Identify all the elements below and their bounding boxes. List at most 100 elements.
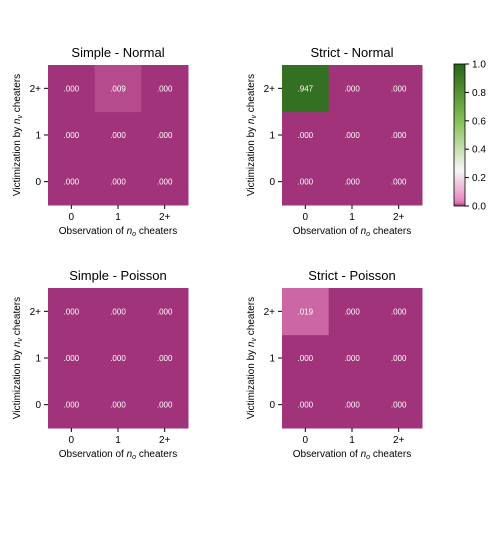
heatmap-cell bbox=[282, 111, 330, 159]
y-tick-label: 1 bbox=[269, 354, 275, 365]
heatmap-cell bbox=[94, 288, 142, 336]
cell-value-label: .947 bbox=[298, 84, 314, 93]
panel-title: Strict - Poisson bbox=[308, 268, 395, 283]
heatmap-cell bbox=[48, 381, 96, 429]
heatmap-cell bbox=[141, 158, 189, 206]
panel-title: Strict - Normal bbox=[310, 45, 393, 60]
heatmap-cell bbox=[141, 381, 189, 429]
heatmap-cell bbox=[94, 334, 142, 382]
x-tick-label: 1 bbox=[115, 212, 121, 223]
x-tick-label: 1 bbox=[115, 435, 121, 446]
x-axis-label: Observation of no cheaters bbox=[293, 449, 411, 461]
cell-value-label: .019 bbox=[298, 307, 314, 316]
x-tick-label: 0 bbox=[303, 212, 309, 223]
y-tick-label: 0 bbox=[35, 400, 41, 411]
cell-value-label: .000 bbox=[110, 401, 126, 410]
heatmap-cell bbox=[282, 65, 330, 113]
x-tick-label: 2+ bbox=[159, 435, 171, 446]
colorbar-tick-label: 1.0 bbox=[472, 60, 486, 71]
heatmap-cell bbox=[282, 381, 330, 429]
y-tick-label: 2+ bbox=[30, 307, 42, 318]
x-axis-label: Observation of no cheaters bbox=[293, 226, 411, 238]
heatmap-cell bbox=[375, 334, 423, 382]
cell-value-label: .000 bbox=[157, 307, 173, 316]
x-tick-label: 2+ bbox=[159, 212, 171, 223]
cell-value-label: .000 bbox=[157, 401, 173, 410]
cell-value-label: .000 bbox=[391, 178, 407, 187]
cell-value-label: .000 bbox=[298, 354, 314, 363]
x-tick-label: 2+ bbox=[393, 435, 405, 446]
cell-value-label: .000 bbox=[110, 354, 126, 363]
cell-value-label: .000 bbox=[344, 178, 360, 187]
x-tick-label: 1 bbox=[349, 212, 355, 223]
x-tick-label: 0 bbox=[69, 212, 75, 223]
heatmap-cell bbox=[375, 65, 423, 113]
panel-title: Simple - Normal bbox=[71, 45, 164, 60]
cell-value-label: .000 bbox=[64, 178, 80, 187]
cell-value-label: .000 bbox=[110, 131, 126, 140]
y-tick-label: 0 bbox=[269, 177, 275, 188]
heatmap-cell bbox=[282, 158, 330, 206]
cell-value-label: .000 bbox=[391, 307, 407, 316]
heatmap-cell bbox=[94, 111, 142, 159]
cell-value-label: .000 bbox=[391, 84, 407, 93]
colorbar-tick-label: 0.4 bbox=[472, 145, 486, 156]
y-axis-label: Victimization by nv cheaters bbox=[246, 297, 258, 419]
cell-value-label: .000 bbox=[391, 401, 407, 410]
cell-value-label: .000 bbox=[157, 131, 173, 140]
cell-value-label: .000 bbox=[157, 354, 173, 363]
cell-value-label: .000 bbox=[110, 178, 126, 187]
panel-title: Simple - Poisson bbox=[69, 268, 167, 283]
cell-value-label: .000 bbox=[64, 401, 80, 410]
heatmap-cell bbox=[328, 111, 376, 159]
heatmap-cell bbox=[375, 381, 423, 429]
heatmap-cell bbox=[375, 111, 423, 159]
x-tick-label: 2+ bbox=[393, 212, 405, 223]
x-axis-label: Observation of no cheaters bbox=[59, 449, 177, 461]
cell-value-label: .000 bbox=[344, 307, 360, 316]
cell-value-label: .000 bbox=[391, 354, 407, 363]
heatmap-cell bbox=[94, 381, 142, 429]
cell-value-label: .000 bbox=[298, 131, 314, 140]
heatmap-cell bbox=[94, 65, 142, 113]
y-tick-label: 0 bbox=[35, 177, 41, 188]
heatmap-cell bbox=[48, 65, 96, 113]
cell-value-label: .000 bbox=[110, 307, 126, 316]
cell-value-label: .000 bbox=[344, 401, 360, 410]
heatmap-cell bbox=[328, 288, 376, 336]
heatmap-cell bbox=[141, 111, 189, 159]
colorbar-tick-label: 0.8 bbox=[472, 88, 486, 99]
cell-value-label: .000 bbox=[298, 401, 314, 410]
x-tick-label: 0 bbox=[303, 435, 309, 446]
y-tick-label: 1 bbox=[35, 131, 41, 142]
heatmap-cell bbox=[328, 381, 376, 429]
heatmap-cell bbox=[48, 334, 96, 382]
cell-value-label: .000 bbox=[391, 131, 407, 140]
cell-value-label: .000 bbox=[344, 84, 360, 93]
heatmap-panel-2: Strict - Normal .000 .000 .000 .000 .000 .000.… bbox=[246, 45, 423, 238]
heatmap-cell bbox=[328, 334, 376, 382]
y-tick-label: 2+ bbox=[30, 84, 42, 95]
y-tick-label: 1 bbox=[35, 354, 41, 365]
heatmap-cell bbox=[141, 288, 189, 336]
cell-value-label: .009 bbox=[110, 84, 126, 93]
cell-value-label: .000 bbox=[298, 178, 314, 187]
colorbar-gradient bbox=[453, 63, 466, 207]
heatmap-panel-1: Simple - Normal .000 .000 .000 .000 .000 .000.… bbox=[12, 45, 189, 238]
cell-value-label: .000 bbox=[64, 307, 80, 316]
cell-value-label: .000 bbox=[157, 84, 173, 93]
x-tick-label: 1 bbox=[349, 435, 355, 446]
cell-value-label: .000 bbox=[64, 84, 80, 93]
cell-value-label: .000 bbox=[344, 131, 360, 140]
heatmap-cell bbox=[328, 158, 376, 206]
y-axis-label: Victimization by nv cheaters bbox=[12, 297, 24, 419]
y-axis-label: Victimization by nv cheaters bbox=[12, 74, 24, 196]
heatmap-cell bbox=[141, 334, 189, 382]
heatmap-panel-4: Strict - Poisson .000 .000 .000 .000 .000 .000… bbox=[246, 268, 423, 461]
colorbar-tick-label: 0.6 bbox=[472, 116, 486, 127]
heatmap-cell bbox=[48, 288, 96, 336]
cell-value-label: .000 bbox=[64, 354, 80, 363]
heatmap-cell bbox=[282, 288, 330, 336]
heatmap-cell bbox=[282, 334, 330, 382]
